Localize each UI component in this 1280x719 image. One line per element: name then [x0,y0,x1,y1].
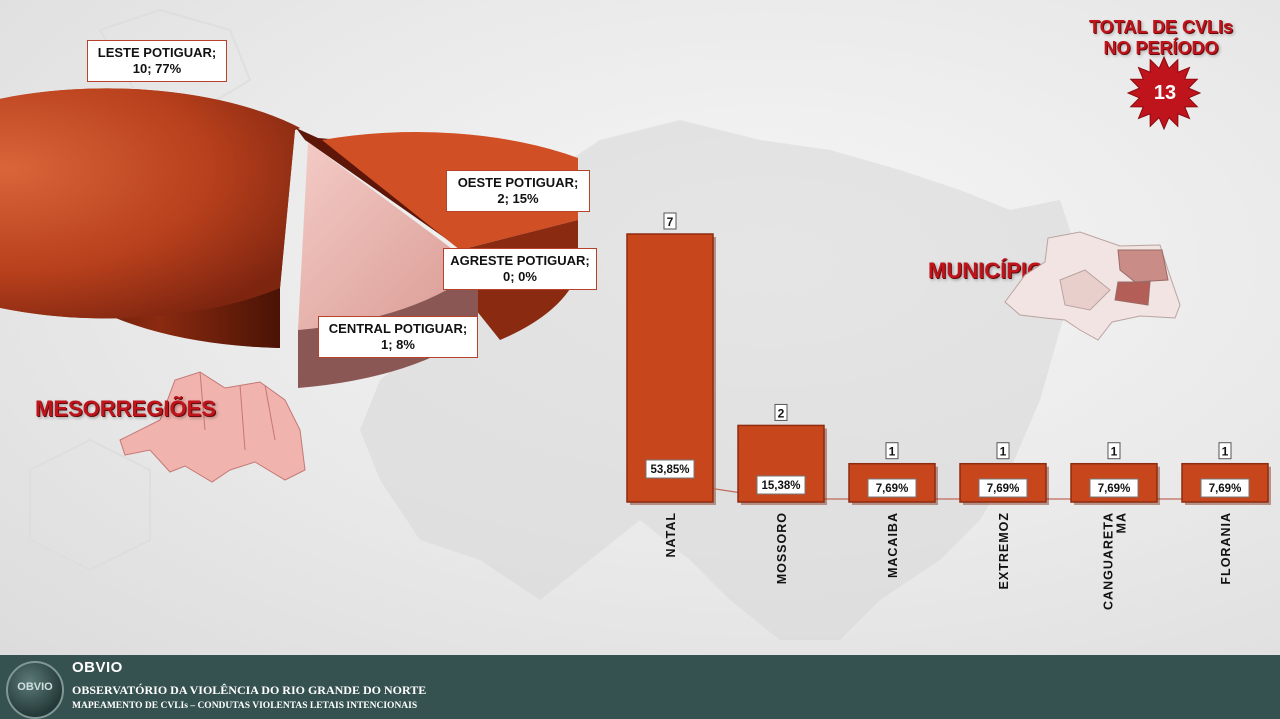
bar-value-box [885,442,899,460]
obvio-logo-text: OBVIO [17,681,53,693]
bar-percent-box [1200,478,1250,498]
bar-value-box [663,212,677,230]
total-title: TOTAL DE CVLIs NO PERÍODO [1080,17,1242,59]
bar-value-label: 1 [1000,445,1007,459]
bar-category-label: MOSSORO [775,512,789,584]
pie-label-agreste-value: 0; 0% [503,269,537,284]
bar-percent-box [978,478,1028,498]
pie-label-central: CENTRAL POTIGUAR; 1; 8% [318,316,478,358]
bar-category-label: EXTREMOZ [997,512,1011,589]
total-value: 13 [1153,82,1177,104]
bar-value-box [774,403,788,421]
obvio-logo: OBVIO [6,661,64,719]
pie-label-oeste: OESTE POTIGUAR; 2; 15% [446,170,590,212]
bar-value-label: 1 [1222,445,1229,459]
pie-label-leste-name: LESTE POTIGUAR; [97,45,217,60]
total-starburst [1126,55,1202,131]
footer-brand: OBVIO [72,659,123,676]
municipios-map [1004,231,1181,341]
bar-category-label: MA [1115,512,1129,533]
pie-label-oeste-name: OESTE POTIGUAR; [457,175,579,190]
bar-percent-label: 15,38% [761,480,800,492]
bar-percent-box [645,459,695,479]
bar-category-label: FLORANIA [1219,512,1233,585]
bar-percent-box [867,478,917,498]
bar-value-label: 7 [667,215,674,229]
pie-label-leste-value: 10; 77% [132,61,182,76]
footer-line2: MAPEAMENTO DE CVLIs – CONDUTAS VIOLENTAS… [72,701,418,711]
bar-category-label: NATAL [664,512,678,558]
bar-percent-box [756,475,806,495]
footer: OBVIO OBVIO OBSERVATÓRIO DA VIOLÊNCIA DO… [0,655,1280,719]
pie-label-leste: LESTE POTIGUAR; 10; 77% [87,40,227,82]
mesorregioes-title: MESORREGIÕES [35,396,216,421]
bar-value-label: 1 [889,445,896,459]
bar-percent-label: 7,69% [987,483,1020,495]
bar-percent-label: 7,69% [1209,483,1242,495]
footer-line1: OBSERVATÓRIO DA VIOLÊNCIA DO RIO GRANDE … [72,683,427,697]
bar-chart: 7 53,85% NATAL 2 15,38% MOSSORO 1 7,69% MACAIBA 1… [626,212,1271,610]
pie-slice-central [298,142,478,330]
pie-label-agreste: AGRESTE POTIGUAR; 0; 0% [443,248,597,290]
pie-label-agreste-name: AGRESTE POTIGUAR; [450,253,590,268]
bar-percent-label: 7,69% [876,483,909,495]
total-title-line1: TOTAL DE CVLIs [1088,17,1234,37]
mesorregioes-map [119,371,306,483]
pie-label-central-value: 1; 8% [381,337,415,352]
pie-label-oeste-value: 2; 15% [497,191,539,206]
bar-value-box [1218,442,1232,460]
bar-percent-label: 7,69% [1098,483,1131,495]
total-title-line2: NO PERÍODO [1103,38,1219,58]
bar-value-label: 1 [1111,445,1118,459]
bar-value-box [1107,442,1121,460]
bar-value-box [996,442,1010,460]
bar-percent-label: 53,85% [650,464,689,476]
bar-value-label: 2 [778,406,785,420]
bar-percent-box [1089,478,1139,498]
bar-category-label: CANGUARETA [1102,512,1116,610]
bar-category-label: MACAIBA [886,512,900,578]
pie-label-central-name: CENTRAL POTIGUAR; [328,321,468,336]
bar-natal [626,233,714,503]
